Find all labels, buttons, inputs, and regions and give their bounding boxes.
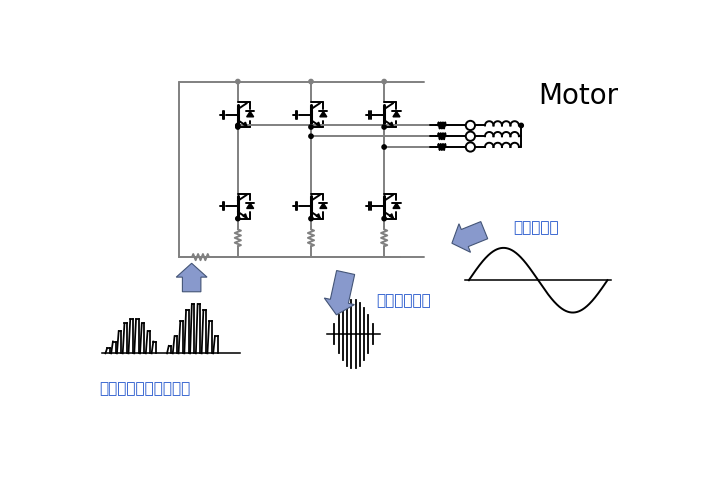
Text: 桥臂电流采样: 桥臂电流采样: [376, 292, 432, 307]
Circle shape: [466, 143, 475, 152]
Polygon shape: [389, 214, 393, 218]
Circle shape: [236, 217, 240, 222]
Polygon shape: [325, 271, 355, 315]
Text: 线电流采样: 线电流采样: [513, 220, 559, 234]
Polygon shape: [316, 123, 320, 127]
Circle shape: [236, 124, 240, 128]
Circle shape: [382, 145, 386, 150]
Text: Motor: Motor: [538, 82, 618, 110]
Text: 负母线单电阻电流采样: 负母线单电阻电流采样: [99, 381, 190, 396]
Polygon shape: [393, 112, 400, 118]
Polygon shape: [320, 203, 327, 209]
Polygon shape: [320, 112, 327, 118]
Polygon shape: [389, 123, 393, 127]
Circle shape: [466, 122, 475, 131]
Circle shape: [236, 125, 240, 130]
Circle shape: [382, 217, 386, 222]
Polygon shape: [247, 203, 253, 209]
Circle shape: [309, 80, 313, 84]
Polygon shape: [176, 264, 207, 292]
Circle shape: [382, 80, 386, 84]
Polygon shape: [243, 214, 247, 218]
Circle shape: [309, 217, 313, 222]
Polygon shape: [393, 203, 400, 209]
Polygon shape: [243, 123, 247, 127]
Polygon shape: [316, 214, 320, 218]
Polygon shape: [247, 112, 253, 118]
Circle shape: [466, 132, 475, 142]
Circle shape: [519, 124, 523, 128]
Circle shape: [236, 80, 240, 84]
Polygon shape: [452, 222, 488, 253]
Circle shape: [309, 125, 313, 130]
Circle shape: [382, 125, 386, 130]
Circle shape: [309, 135, 313, 139]
